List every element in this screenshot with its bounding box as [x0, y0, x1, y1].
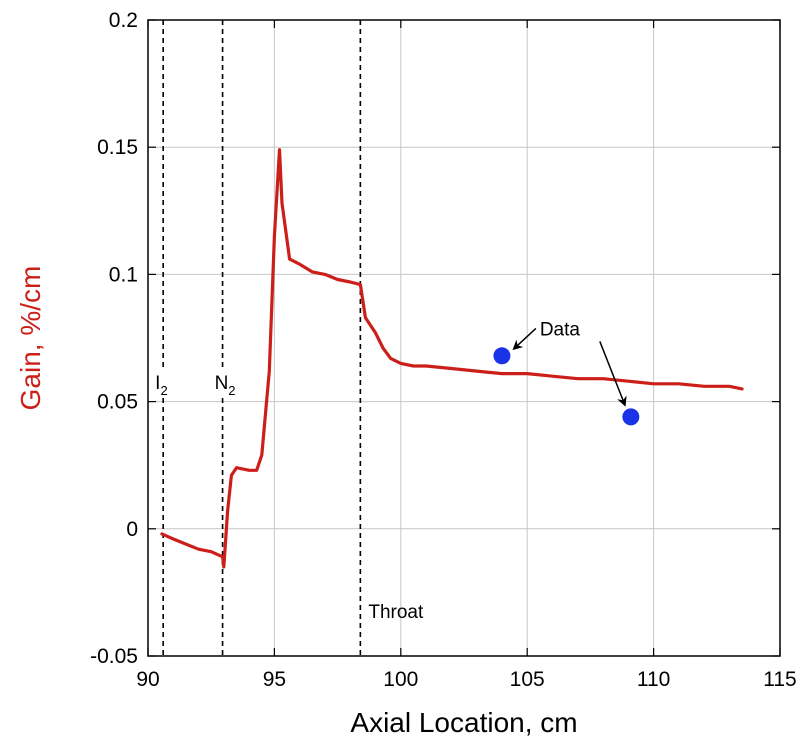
data-point-0	[493, 347, 511, 365]
plot-border	[147, 19, 781, 657]
y-tick-label: 0.1	[109, 263, 138, 286]
x-tick-label: 95	[263, 668, 286, 691]
data-arrow-0	[512, 327, 537, 351]
gain-line	[160, 148, 744, 569]
y-tick-label: -0.05	[90, 645, 138, 668]
marker-label-bg-0	[152, 368, 185, 395]
data-annotation-label: Data	[540, 319, 581, 340]
data-point-1	[622, 408, 640, 426]
marker-label-2: Throat	[368, 602, 424, 623]
marker-label-bg-1	[211, 368, 244, 395]
series-points	[493, 347, 640, 426]
x-tick-label: 105	[510, 668, 545, 691]
x-tick-label: 115	[763, 668, 796, 691]
y-tick-label: 0.2	[109, 9, 138, 32]
x-tick-label: 90	[136, 668, 159, 691]
y-axis-title: Gain, %/cm	[15, 266, 46, 411]
y-tick-label: 0.05	[97, 391, 138, 414]
data-arrow-1	[599, 341, 627, 407]
y-tick-label: 0	[126, 518, 138, 541]
plot-frame	[148, 20, 780, 656]
x-axis-title: Axial Location, cm	[350, 707, 577, 738]
x-tick-label: 100	[383, 668, 418, 691]
series-line	[160, 148, 744, 569]
y-tick-label: 0.15	[97, 136, 138, 159]
marker-label-sub-1: 2	[228, 383, 235, 398]
annotations: Data	[512, 319, 627, 407]
x-tick-label: 110	[637, 668, 670, 691]
marker-label-sub-0: 2	[160, 383, 167, 398]
ticks: 90 95 100 105 110 115 -0.05 0 0.05 0.1 0.15 0.2	[90, 9, 797, 691]
